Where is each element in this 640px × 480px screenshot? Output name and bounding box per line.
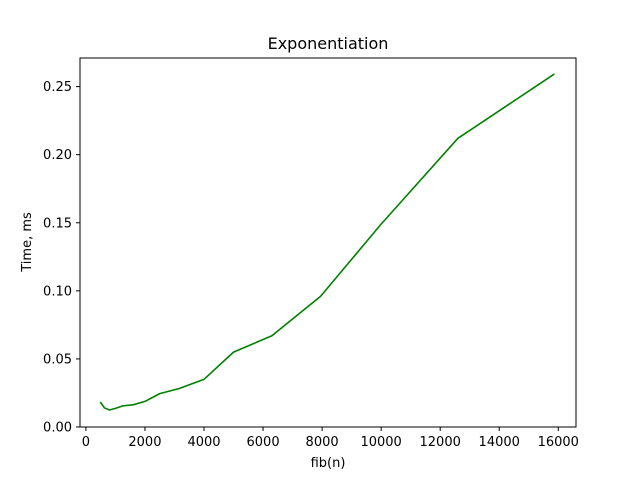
chart-title: Exponentiation	[268, 34, 389, 53]
y-tick-label: 0.10	[43, 284, 72, 299]
series-line	[99, 73, 555, 411]
plot-frame	[79, 57, 577, 428]
x-tick-label: 12000	[420, 435, 461, 450]
x-axis: 0 2000 4000 6000 8000 10000 12000 14000 16000	[82, 427, 579, 450]
x-tick-label: 2000	[128, 435, 161, 450]
x-tick-label: 16000	[538, 435, 579, 450]
y-axis-label: Time, ms	[20, 212, 35, 273]
x-tick-label: 10000	[360, 435, 401, 450]
x-tick-label: 4000	[187, 435, 220, 450]
x-tick-label: 6000	[247, 435, 280, 450]
y-tick-label: 0.20	[43, 148, 72, 163]
y-tick-label: 0.00	[43, 421, 72, 436]
x-axis-label: fib(n)	[311, 456, 346, 471]
y-axis: 0.00 0.05 0.10 0.15 0.20 0.25	[43, 80, 80, 436]
x-tick-label: 0	[82, 435, 90, 450]
x-tick-label: 8000	[306, 435, 339, 450]
y-tick-label: 0.25	[43, 80, 72, 95]
x-tick-label: 14000	[479, 435, 520, 450]
series-layer	[99, 73, 555, 411]
y-tick-label: 0.05	[43, 352, 72, 367]
y-tick-label: 0.15	[43, 216, 72, 231]
